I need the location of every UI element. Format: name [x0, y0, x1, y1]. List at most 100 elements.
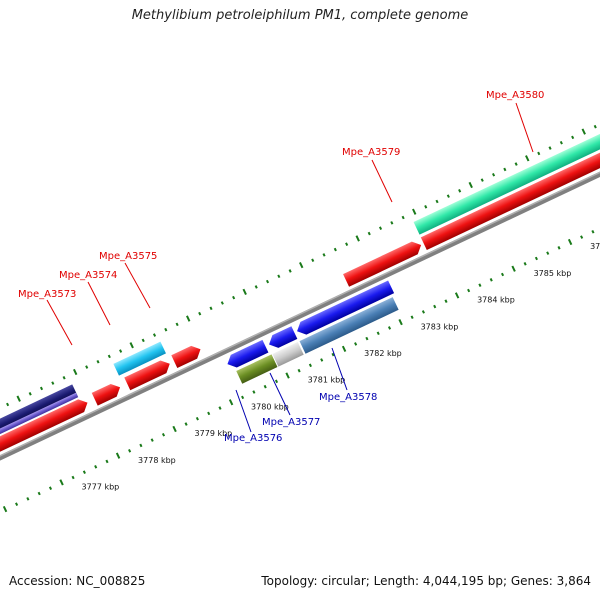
scale-tick — [150, 438, 154, 442]
gene-arrow-reverse[interactable] — [224, 339, 269, 371]
scale-tick — [198, 311, 202, 316]
scale-tick — [387, 326, 392, 330]
scale-tick — [458, 189, 462, 193]
scale-tick — [288, 269, 292, 273]
scale-tick — [299, 261, 304, 269]
scale-tick — [241, 395, 245, 400]
scale-tick — [195, 416, 199, 421]
scale-tick — [218, 406, 222, 410]
scale-tick — [252, 390, 256, 394]
scale-tick — [6, 402, 10, 407]
gene-arrow-forward[interactable] — [0, 396, 90, 454]
gene-label-mpe-a3577[interactable]: Mpe_A3577 — [262, 417, 320, 428]
scale-tick — [141, 338, 145, 343]
scale-tick — [2, 505, 8, 513]
scale-tick — [107, 354, 111, 359]
scale-tick — [580, 235, 584, 239]
scale-tick — [410, 315, 414, 320]
gene-mpe-a3575[interactable] — [171, 343, 203, 368]
scale-tick — [581, 128, 586, 135]
scale-tick — [421, 310, 425, 314]
scale-tick — [175, 322, 179, 327]
scale-tick — [559, 140, 563, 145]
gene-arrow-reverse[interactable] — [294, 280, 395, 337]
scale-tick — [308, 363, 312, 368]
callout-lines — [46, 102, 534, 433]
scale-label: 3777 kbp — [82, 483, 120, 492]
gene-block-navy[interactable] — [0, 384, 78, 438]
map-title: Methylibium petroleiphilum PM1, complete… — [131, 8, 469, 23]
gene-mpe-a3577[interactable] — [272, 341, 304, 367]
scale-tick — [274, 379, 279, 384]
accession-text: Accession: NC_008825 — [9, 574, 146, 588]
gene-label-mpe-a3575[interactable]: Mpe_A3575 — [99, 251, 157, 262]
scale-tick — [172, 425, 177, 433]
scale-tick — [480, 178, 484, 182]
scale-label: 3778 kbp — [138, 456, 176, 465]
genome-summary-text: Topology: circular; Length: 4,044,195 bp… — [261, 574, 591, 588]
scale-tick — [105, 459, 109, 464]
gene-label-mpe-a3578[interactable]: Mpe_A3578 — [319, 392, 377, 403]
scale-tick — [355, 235, 360, 242]
gene-label-mpe-a3573[interactable]: Mpe_A3573 — [18, 289, 76, 300]
scale-tick — [48, 486, 53, 490]
scale-tick — [412, 208, 417, 215]
gene-block-violet[interactable] — [0, 392, 79, 439]
scale-tick — [492, 172, 496, 177]
scale-tick — [94, 465, 98, 469]
scale-tick — [82, 470, 86, 474]
scale-label: 3784 kbp — [477, 296, 515, 305]
scale-tick — [139, 443, 143, 448]
scale-tick — [444, 299, 448, 303]
scale-tick — [511, 265, 516, 272]
gene-mpe-a3573[interactable] — [113, 341, 166, 376]
gene-label-mpe-a3576[interactable]: Mpe_A3576 — [224, 433, 282, 444]
scale-label: 3780 kbp — [251, 402, 289, 411]
gene-mpe-a3580-forward[interactable] — [420, 124, 600, 251]
scale-tick — [228, 399, 234, 406]
scale-tick — [398, 318, 403, 326]
scale-tick — [161, 432, 166, 437]
gene-mpe-a3579[interactable] — [343, 239, 424, 287]
gene-arrow-forward[interactable] — [91, 381, 123, 406]
gene-label-mpe-a3574[interactable]: Mpe_A3574 — [59, 270, 117, 281]
scale-tick — [468, 181, 473, 189]
gene-mpe-a3574[interactable] — [124, 357, 172, 391]
scale-label: 3783 kbp — [421, 322, 459, 331]
scale-tick — [478, 283, 482, 287]
scale-tick — [265, 279, 270, 284]
scale-tick — [152, 333, 157, 337]
scale-label: 3782 kbp — [364, 349, 402, 358]
scale-tick — [26, 497, 30, 501]
scale-label: 3785 kbp — [534, 269, 572, 278]
scale-tick — [537, 151, 541, 156]
scale-tick — [523, 262, 527, 266]
gene-mpe-a3576[interactable] — [236, 354, 278, 384]
scale-tick — [500, 272, 505, 277]
scale-tick — [28, 392, 32, 396]
scale-tick — [467, 288, 471, 293]
upper-tick-row — [6, 124, 597, 407]
scale-tick — [534, 256, 538, 261]
scale-tick — [129, 342, 134, 349]
gene-label-mpe-a3579[interactable]: Mpe_A3579 — [342, 147, 400, 158]
scale-tick — [390, 221, 394, 225]
gene-labels: Mpe_A3573 Mpe_A3574 Mpe_A3575 Mpe_A3579 … — [18, 90, 544, 444]
gene-label-mpe-a3580[interactable]: Mpe_A3580 — [486, 90, 544, 101]
scale-tick — [285, 372, 290, 379]
scale-tick — [297, 368, 301, 373]
gene-arrow-reverse[interactable] — [266, 326, 298, 351]
lower-tick-row — [2, 229, 595, 513]
scale-tick — [277, 274, 281, 279]
scale-tick — [557, 246, 561, 250]
scale-tick — [333, 247, 337, 252]
scale-tick — [322, 253, 326, 257]
gene-mpe-a3580[interactable] — [413, 109, 600, 235]
scale-tick — [62, 375, 66, 380]
scale-tick — [446, 194, 450, 198]
scale-tick — [37, 491, 41, 496]
scale-tick — [254, 285, 258, 289]
scale-tick — [15, 502, 19, 506]
gene-mpe-a3578[interactable] — [299, 297, 399, 354]
